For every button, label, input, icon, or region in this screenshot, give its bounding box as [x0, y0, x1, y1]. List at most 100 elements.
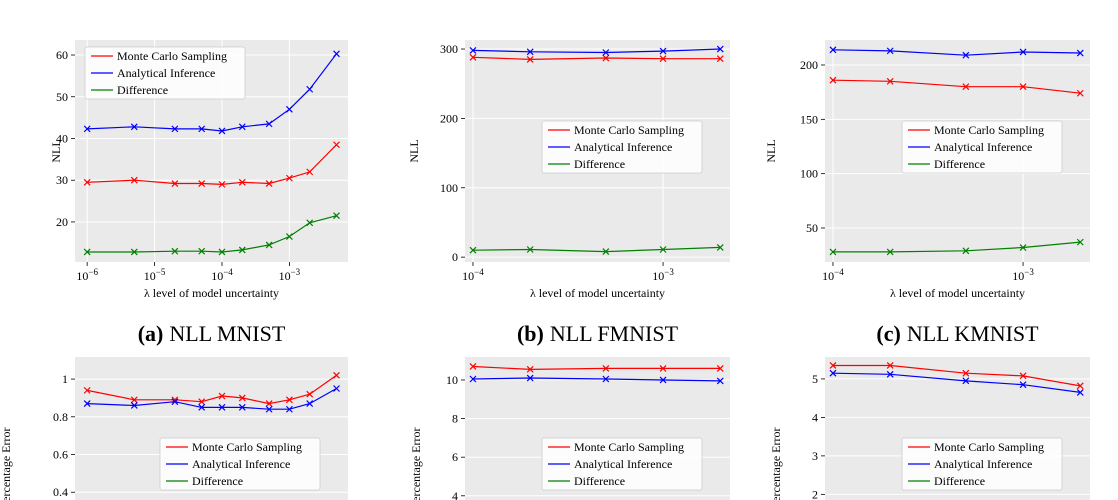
marker	[716, 45, 724, 53]
y-tick-label: 50	[56, 90, 68, 104]
legend-label: Monte Carlo Sampling	[117, 49, 227, 63]
marker	[265, 241, 273, 249]
legend-label: Monte Carlo Sampling	[574, 440, 684, 454]
marker	[659, 47, 667, 55]
x-tick-label: 10−5	[144, 267, 166, 283]
marker	[171, 125, 179, 133]
y-tick-label: 10	[446, 373, 458, 387]
marker	[218, 248, 226, 256]
x-tick-label: 10−4	[211, 267, 233, 283]
marker	[218, 180, 226, 188]
series-line	[87, 374, 337, 405]
legend-label: Monte Carlo Sampling	[192, 440, 302, 454]
marker	[829, 46, 837, 54]
marker	[265, 120, 273, 128]
x-tick-base: 10	[652, 269, 664, 283]
marker	[265, 180, 273, 187]
x-tick-exponent: −4	[223, 267, 233, 277]
y-tick-label: 300	[440, 42, 458, 56]
marker	[130, 396, 138, 404]
marker	[1019, 381, 1027, 389]
marker	[285, 233, 293, 240]
y-tick-label: 60	[56, 48, 68, 62]
y-tick-label: 8	[452, 412, 458, 426]
x-tick-base: 10	[822, 269, 834, 283]
marker	[659, 376, 667, 384]
y-tick-label: 5	[812, 372, 818, 386]
legend-box	[541, 120, 703, 174]
marker	[962, 369, 970, 377]
plot-lines	[83, 50, 340, 256]
x-tick-exponent: −5	[156, 267, 166, 277]
y-axis-label: Percentage Error	[0, 428, 13, 500]
y-tick-label: 100	[440, 181, 458, 195]
y-tick-label: 1	[62, 372, 68, 386]
marker	[526, 56, 534, 63]
y-tick-label: 40	[56, 131, 68, 145]
marker	[285, 105, 293, 113]
y-tick-label: 2	[812, 487, 818, 500]
marker	[659, 246, 667, 253]
marker	[962, 83, 970, 91]
marker	[716, 55, 724, 63]
y-tick-label: 3	[812, 449, 818, 463]
y-tick-label: 0.4	[53, 485, 68, 499]
marker	[1019, 372, 1027, 380]
x-tick-base: 10	[211, 269, 223, 283]
marker	[526, 374, 534, 382]
marker	[83, 178, 91, 186]
marker	[218, 392, 226, 400]
marker	[238, 403, 246, 411]
x-tick-exponent: −6	[88, 267, 98, 277]
marker	[198, 180, 206, 187]
marker	[265, 400, 273, 408]
marker	[469, 363, 477, 370]
legend-label: Analytical Inference	[934, 457, 1032, 471]
marker	[602, 54, 610, 62]
marker	[469, 46, 477, 54]
marker	[265, 405, 273, 413]
marker	[829, 369, 837, 377]
legend-box	[159, 437, 321, 491]
x-tick-label: 10−3	[279, 267, 301, 283]
marker	[198, 247, 206, 255]
legend-box	[901, 120, 1063, 174]
marker	[716, 364, 724, 372]
marker	[886, 248, 894, 256]
marker	[198, 403, 206, 411]
y-tick-label: 30	[56, 173, 68, 187]
legend-label: Difference	[192, 474, 243, 488]
marker	[83, 248, 91, 256]
marker	[171, 398, 179, 406]
y-tick-label: 150	[800, 112, 818, 126]
x-tick-label: 10−6	[76, 267, 98, 283]
y-axis-label: Percentage Error	[769, 428, 783, 500]
marker	[1019, 244, 1027, 251]
marker	[886, 370, 894, 378]
marker	[716, 377, 724, 385]
marker	[526, 246, 534, 253]
y-tick-label: 100	[800, 167, 818, 181]
marker	[130, 402, 138, 409]
legend-label: Analytical Inference	[192, 457, 290, 471]
caption: (c) NLL KMNIST	[876, 321, 1039, 346]
x-tick-exponent: −3	[664, 267, 674, 277]
x-tick-label: 10−3	[652, 267, 674, 283]
legend-label: Difference	[117, 83, 168, 97]
marker	[716, 244, 724, 251]
marker	[285, 174, 293, 182]
marker	[333, 50, 340, 58]
marker	[962, 247, 970, 255]
marker	[238, 246, 246, 254]
marker	[1076, 388, 1084, 396]
marker	[238, 178, 246, 186]
marker	[333, 371, 340, 379]
marker	[526, 48, 534, 56]
x-axis-label: λ level of model uncertainty	[890, 286, 1025, 300]
legend-label: Difference	[934, 474, 985, 488]
marker	[886, 77, 894, 85]
y-axis-label: NLL	[764, 139, 778, 162]
marker	[130, 176, 138, 184]
marker	[659, 55, 667, 63]
marker	[962, 377, 970, 385]
